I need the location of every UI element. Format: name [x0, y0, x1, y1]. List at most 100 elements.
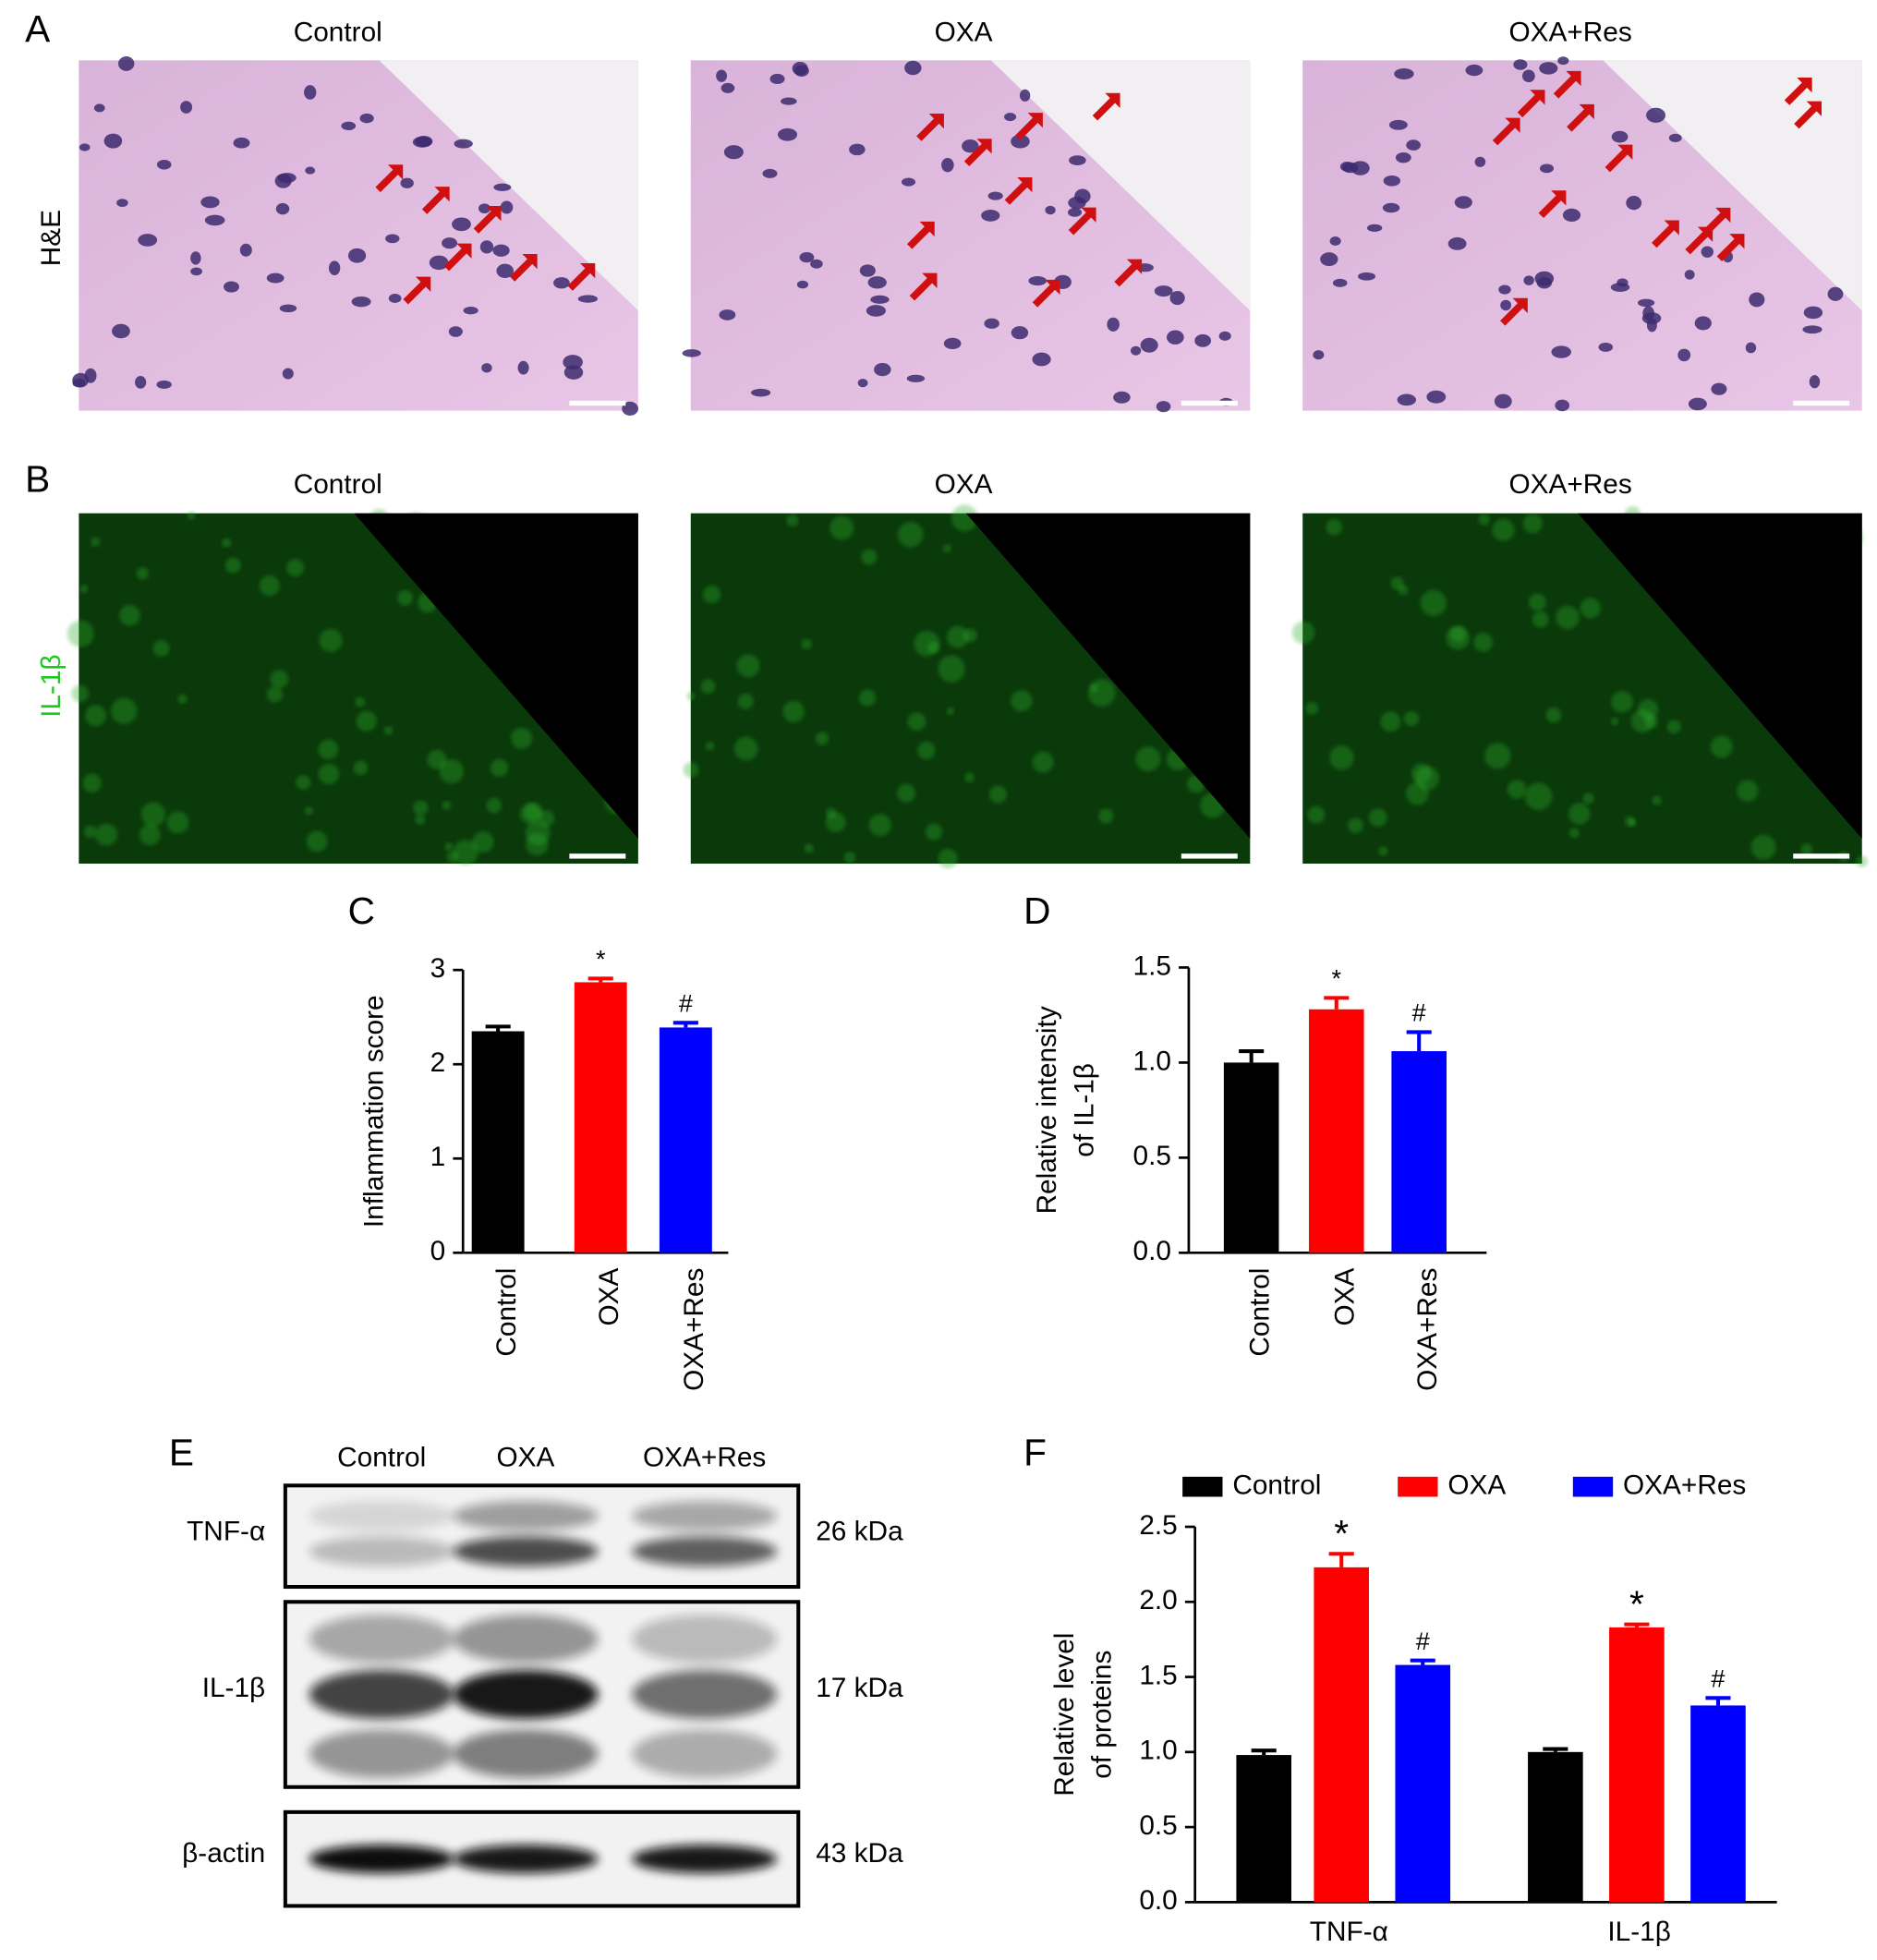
- blot-band: [632, 1615, 778, 1664]
- nucleus: [1382, 202, 1400, 213]
- nucleus: [1513, 59, 1528, 70]
- row-label: IL-1β: [36, 654, 67, 717]
- signal: [413, 800, 429, 816]
- signal: [1378, 846, 1388, 856]
- nucleus: [1474, 156, 1486, 167]
- nucleus: [1383, 175, 1401, 187]
- nucleus: [1711, 382, 1727, 395]
- signal: [286, 559, 305, 577]
- significance: #: [679, 989, 693, 1018]
- bar: [471, 1031, 525, 1253]
- micrograph: [72, 56, 638, 417]
- signal: [927, 641, 939, 654]
- legend-label: OXA: [1447, 1470, 1506, 1501]
- signal: [1089, 684, 1099, 693]
- signal: [519, 803, 541, 825]
- signal: [511, 727, 533, 749]
- nucleus: [1626, 195, 1642, 211]
- signal: [946, 625, 969, 648]
- arrow: [1716, 234, 1745, 261]
- nucleus: [496, 263, 515, 279]
- nucleus: [1534, 271, 1555, 286]
- bar: [1223, 1062, 1279, 1253]
- nucleus: [1521, 69, 1535, 83]
- signal: [897, 783, 915, 803]
- nucleus: [1011, 326, 1029, 340]
- arrow: [1092, 92, 1120, 121]
- signal: [397, 589, 413, 606]
- arrow: [567, 263, 596, 291]
- nucleus: [1803, 306, 1823, 320]
- nucleus: [116, 199, 128, 208]
- signal: [801, 638, 812, 649]
- signal: [84, 825, 97, 839]
- blot-band: [632, 1536, 778, 1567]
- nucleus: [866, 305, 886, 317]
- signal: [259, 575, 280, 596]
- arrow: [443, 243, 472, 272]
- signal: [266, 686, 284, 703]
- signal: [1582, 792, 1594, 805]
- y-tick-label: 3: [430, 953, 446, 984]
- lane-label: OXA: [496, 1443, 554, 1473]
- arrow: [1784, 78, 1812, 105]
- nucleus: [792, 61, 808, 76]
- nucleus: [1646, 318, 1657, 333]
- nucleus: [943, 337, 962, 349]
- y-axis-label: Inflammation score: [358, 995, 389, 1228]
- nucleus: [103, 133, 123, 149]
- signal: [1750, 834, 1776, 860]
- signal: [1326, 518, 1342, 536]
- nucleus: [762, 168, 778, 178]
- blot-band: [453, 1615, 599, 1664]
- nucleus: [1677, 348, 1691, 362]
- nucleus: [282, 368, 294, 380]
- arrow: [963, 139, 992, 167]
- y-tick-label: 0: [430, 1236, 446, 1266]
- signal: [1545, 707, 1562, 723]
- panel-label: C: [348, 889, 375, 932]
- protein-label: IL-1β: [202, 1673, 265, 1703]
- nucleus: [479, 240, 494, 254]
- arrow: [916, 114, 944, 141]
- nucleus: [275, 202, 290, 215]
- nucleus: [478, 203, 490, 214]
- signal: [306, 830, 328, 853]
- signal: [1492, 518, 1515, 541]
- signal: [111, 697, 138, 724]
- nucleus: [190, 251, 201, 265]
- signal: [1307, 805, 1326, 824]
- nucleus: [981, 210, 1000, 222]
- blot-band: [453, 1670, 599, 1719]
- x-tick-label: OXA: [594, 1267, 624, 1325]
- y-tick-label: 1.0: [1139, 1736, 1177, 1766]
- signal: [453, 840, 478, 865]
- nucleus: [1358, 272, 1376, 281]
- arrow: [1605, 144, 1633, 173]
- nucleus: [1562, 208, 1581, 222]
- protein-label: β-actin: [182, 1838, 265, 1869]
- signal: [525, 820, 551, 845]
- nucleus: [400, 177, 414, 188]
- signal: [1610, 717, 1619, 726]
- signal: [319, 628, 343, 652]
- nucleus: [1169, 290, 1185, 306]
- micrograph: [67, 509, 638, 865]
- signal: [187, 511, 196, 520]
- nucleus: [118, 56, 135, 71]
- signal: [1098, 808, 1114, 824]
- signal: [1568, 803, 1591, 825]
- nucleus: [204, 214, 225, 226]
- nucleus: [1454, 196, 1472, 209]
- signal: [318, 763, 339, 785]
- x-tick-label: OXA+Res: [1412, 1268, 1443, 1391]
- signal: [152, 640, 170, 657]
- nucleus: [987, 191, 1003, 200]
- nucleus: [328, 260, 341, 276]
- signal: [926, 823, 943, 841]
- x-tick-label: TNF-α: [1310, 1917, 1388, 1947]
- arrow: [473, 206, 502, 234]
- nucleus: [1551, 345, 1571, 358]
- signal: [782, 700, 805, 722]
- signal: [304, 806, 313, 816]
